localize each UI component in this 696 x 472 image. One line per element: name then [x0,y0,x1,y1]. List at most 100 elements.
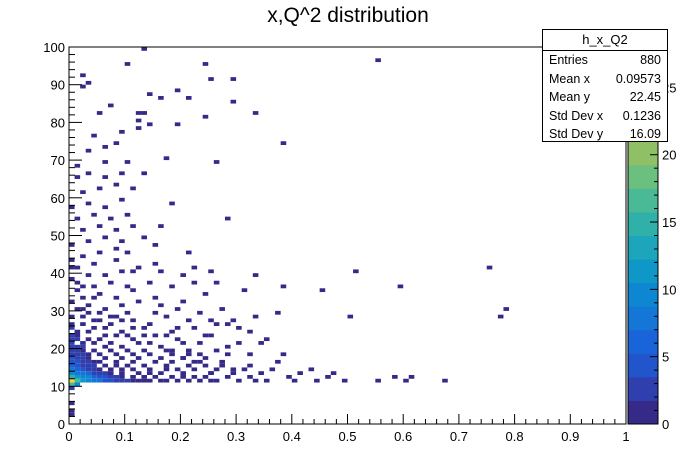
heatmap-bin [74,329,81,334]
heatmap-bin [74,352,81,357]
heatmap-bin [252,111,259,115]
heatmap-bin [191,374,198,379]
heatmap-bin [96,186,103,191]
heatmap-bin [197,352,203,357]
y-tick-label: 100 [43,40,65,55]
heatmap-bin [141,363,147,368]
heatmap-bin [291,378,298,383]
heatmap-bin [74,348,81,353]
heatmap-bin [85,371,92,375]
heatmap-bin [130,269,136,274]
heatmap-bin [80,190,86,195]
x-tick-label: 1 [622,429,629,444]
heatmap-bin [130,352,136,357]
heatmap-bin [124,284,131,289]
stats-label: Std Dev y [549,127,604,141]
heatmap-bin [102,325,108,330]
heatmap-bin [74,280,81,285]
heatmap-bin [124,348,131,353]
heatmap-bin [208,378,214,383]
heatmap-bin [213,160,220,164]
heatmap-bin [158,378,164,383]
heatmap-bin [119,329,125,334]
heatmap-bin [91,284,97,289]
heatmap-bin [163,314,170,319]
heatmap-bin [113,359,120,364]
x-tick-label: 0.4 [283,429,301,444]
heatmap-bin [74,382,81,387]
heatmap-bin [74,307,81,311]
heatmap-bin [113,314,120,319]
heatmap-bin [141,378,147,383]
x-axis: 0 0.1 0.2 0.3 0.4 0.5 0.6 0.7 0.8 0.9 1 [65,414,630,444]
heatmap-bin [74,333,81,338]
heatmap-bin [180,356,186,360]
heatmap-bin [191,359,198,364]
heatmap-bin [241,288,248,293]
heatmap-bin [69,348,75,353]
heatmap-bin [102,363,108,368]
heatmap-bin [169,348,175,353]
heatmap-bin [85,148,92,153]
heatmap-bin [135,371,142,375]
heatmap-bin [69,322,75,326]
heatmap-bin [119,171,125,176]
heatmap-bin [124,378,131,383]
z-tick-label: 5 [662,350,669,365]
heatmap-bin [247,329,253,334]
heatmap-bin [124,310,131,315]
heatmap-bin [280,141,287,146]
y-tick-label: 10 [51,379,65,394]
heatmap-bin [230,367,237,372]
heatmap-bin [119,303,125,308]
heatmap-bin [102,378,108,383]
heatmap-bin [69,371,75,375]
palette-swatch [628,353,658,378]
heatmap-bin [74,216,81,221]
palette-swatch [628,376,658,401]
heatmap-bin [236,341,242,345]
heatmap-bin [191,325,198,330]
heatmap-bin [219,363,225,368]
heatmap-bin [158,224,164,228]
heatmap-bin [69,382,75,387]
heatmap-bin [113,352,120,357]
heatmap-bin [158,356,164,360]
palette-swatch [628,400,658,425]
y-tick-label: 80 [51,115,65,130]
heatmap-bin [91,295,97,300]
heatmap-bin [213,322,220,326]
heatmap-bin [375,58,381,63]
heatmap-bin [80,295,86,300]
heatmap-bin [497,314,504,319]
heatmap-bin [180,374,186,379]
heatmap-bin [130,224,136,228]
heatmap-bin [146,280,153,285]
stats-value: 0.1236 [622,108,661,123]
heatmap-bin [85,374,92,379]
heatmap-bin [85,303,92,308]
heatmap-bin [102,307,108,311]
heatmap-bin [158,371,164,375]
heatmap-bin [102,333,108,338]
y-tick-label: 90 [51,78,65,93]
heatmap-bin [96,318,103,323]
heatmap-bin [69,337,75,342]
heatmap-bin [96,250,103,255]
heatmap-bin [180,371,186,375]
heatmap-bin [208,269,214,274]
heatmap-bin [174,367,181,372]
heatmap-bin [113,258,120,262]
heatmap-bin [185,250,192,255]
heatmap-bin [74,163,81,168]
palette-swatch [628,306,658,331]
heatmap-bin [314,378,320,383]
heatmap-bin [319,288,326,293]
heatmap-bin [197,310,203,315]
heatmap-bin [258,341,264,345]
heatmap-bin [69,333,75,338]
heatmap-bin [119,367,125,372]
heatmap-bin [102,371,108,375]
heatmap-bin [353,269,359,274]
